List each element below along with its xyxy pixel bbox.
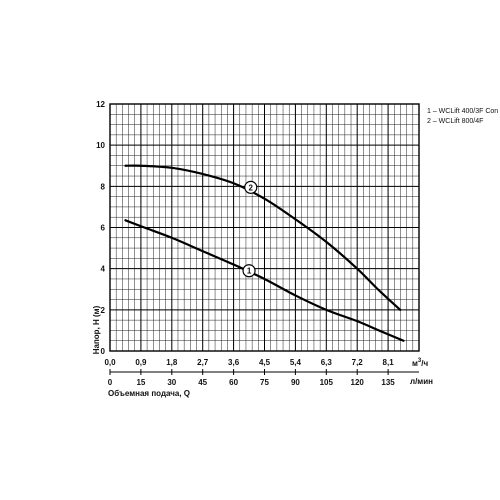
legend-entry-1: 1 – WCLift 400/3F Con [427,108,498,115]
x-bottom-tick-label: 120 [351,378,365,387]
x-top-tick-label: 6,3 [321,358,333,367]
x-bottom-tick-label: 105 [320,378,334,387]
x-top-unit: м3/ч [412,358,428,368]
x-bottom-tick-label: 135 [381,378,395,387]
series-2-line [124,164,402,311]
series-1-marker-label: 1 [247,267,252,276]
y-tick-label: 2 [101,306,106,315]
plot-frame [109,103,420,352]
x-top-unit-exp: 3 [418,358,422,364]
x-top-unit-tail: /ч [421,359,428,368]
legend: 1 – WCLift 400/3F Con 2 – WCLift 800/4F [427,108,498,125]
y-axis-label: Напор, H (м) [92,305,101,354]
y-tick-label: 4 [101,265,106,274]
x-bottom-tick-label: 45 [198,378,207,387]
x-bottom-tick-label: 30 [167,378,176,387]
x-bottom-unit: л/мин [410,377,433,386]
series-1-line [124,219,405,342]
x-top-tick-label: 0,9 [135,358,147,367]
series-1-marker [242,264,256,278]
series-group: 12 [124,164,405,342]
x-bottom-tick-label: 60 [229,378,238,387]
x-top-tick-label: 7,2 [352,358,364,367]
x-top-tick-label: 3,6 [228,358,240,367]
x-top-unit-base: м [412,359,418,368]
y-tick-label: 10 [96,141,105,150]
y-tick-label: 12 [96,100,105,109]
legend-entry-2: 2 – WCLift 800/4F [427,118,483,125]
y-tick-labels: 12 10 8 6 4 2 0 [96,100,105,356]
x-top-tick-label: 8,1 [383,358,395,367]
x-top-tick-label: 2,7 [197,358,209,367]
x-bottom-label: Объемная подача, Q [108,389,190,398]
y-tick-label: 0 [101,347,106,356]
x-top-tick-label: 5,4 [290,358,302,367]
grid-major [110,104,419,351]
x-bottom-tick-label: 0 [108,378,113,387]
y-tick-label: 6 [101,224,106,233]
x-bottom-tick-label: 75 [260,378,269,387]
series-2-marker-label: 2 [249,183,254,192]
x-top-tick-label: 4,5 [259,358,271,367]
x-bottom-axis: 0 15 30 45 60 75 90 105 120 135 [108,369,419,387]
plot-border [109,103,420,352]
x-bottom-tick-label: 90 [291,378,300,387]
x-top-tick-label: 0,0 [104,358,116,367]
y-tick-label: 8 [101,182,106,191]
x-top-tick-label: 1,8 [166,358,178,367]
x-bottom-tick-label: 15 [136,378,145,387]
x-top-tick-labels: 0,0 0,9 1,8 2,7 3,6 4,5 5,4 6,3 7,2 8,1 [104,358,394,367]
series-2-marker [244,180,258,194]
